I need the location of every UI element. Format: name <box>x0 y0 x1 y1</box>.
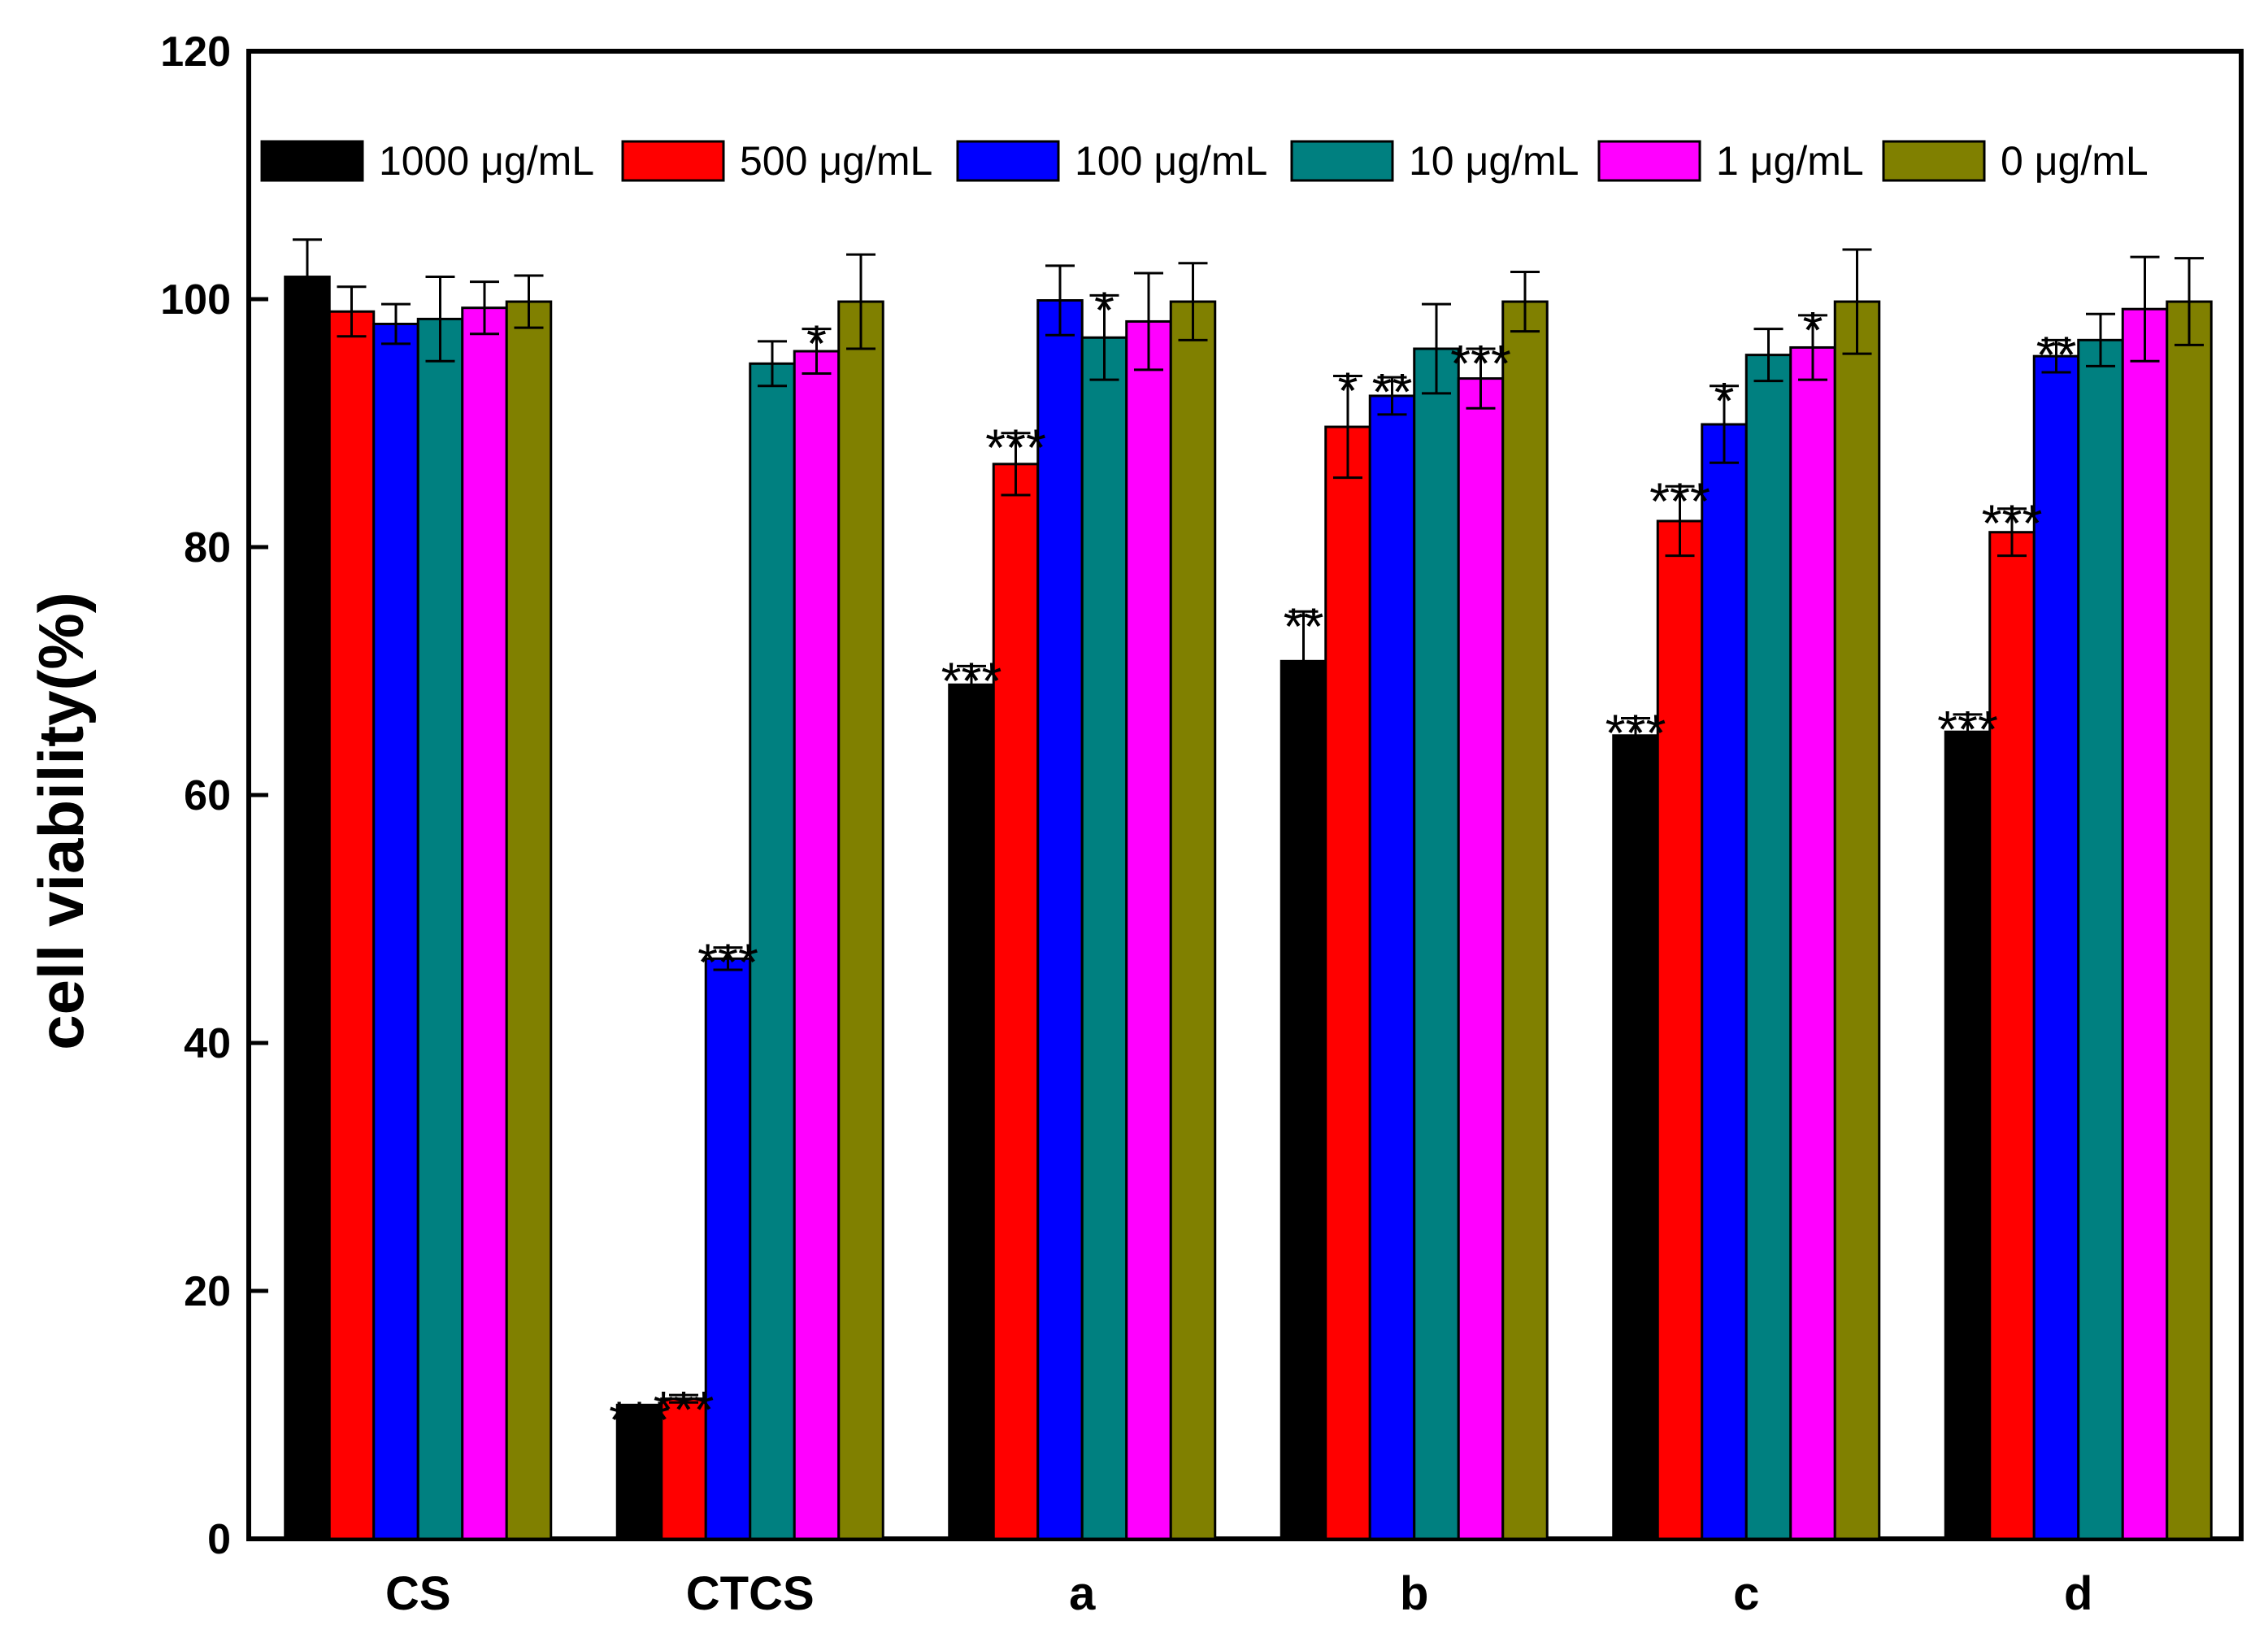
bar <box>1656 519 1704 1540</box>
x-category-label: CTCS <box>686 1567 815 1620</box>
bar <box>1080 336 1128 1540</box>
y-axis-title: cell viability(%) <box>25 592 97 1050</box>
significance-marker: ** <box>1372 363 1413 421</box>
bar <box>1988 531 2036 1540</box>
bar <box>1744 354 1792 1540</box>
bars <box>284 276 2213 1540</box>
significance-marker: *** <box>985 419 1046 477</box>
y-tick-label: 100 <box>160 276 231 324</box>
bar <box>1833 300 1881 1540</box>
legend-swatch <box>1882 140 1986 182</box>
legend-swatch <box>1290 140 1394 182</box>
bar <box>328 310 376 1540</box>
bar <box>372 323 419 1540</box>
bar <box>416 317 464 1540</box>
legend-label: 1000 μg/mL <box>379 138 594 184</box>
bar <box>948 683 995 1540</box>
significance-marker: *** <box>1649 471 1710 530</box>
y-tick-label: 40 <box>184 1020 231 1067</box>
x-category-label: c <box>1733 1567 1759 1620</box>
significance-marker: ** <box>1284 597 1324 655</box>
legend-swatch <box>260 140 364 182</box>
bar <box>992 463 1040 1540</box>
significance-marker: *** <box>697 933 758 992</box>
bar <box>1701 423 1748 1540</box>
legend-swatch <box>621 140 725 182</box>
legend-label: 100 μg/mL <box>1075 138 1267 184</box>
bar <box>1125 319 1172 1540</box>
significance-marker: *** <box>654 1380 715 1439</box>
significance-marker: *** <box>1605 703 1666 762</box>
significance-marker: * <box>806 315 827 373</box>
bar <box>1324 425 1371 1540</box>
bar <box>1036 299 1084 1540</box>
legend-swatch <box>1597 140 1701 182</box>
significance-marker: * <box>1714 371 1735 430</box>
bar <box>2121 307 2169 1540</box>
significance-marker: ** <box>2036 325 2077 384</box>
bar <box>1368 394 1416 1540</box>
significance-marker: * <box>1803 301 1823 359</box>
legend: 1000 μg/mL 500 μg/mL 100 μg/mL 10 μg/mL 1 μg… <box>260 138 2149 184</box>
significance-marker: *** <box>1982 494 2043 553</box>
bar <box>1457 377 1505 1540</box>
significance-marker: *** <box>941 651 1002 710</box>
significance-marker: * <box>1338 362 1358 420</box>
x-category-label: CS <box>385 1567 451 1620</box>
error-bars <box>293 238 2204 1404</box>
y-tick-label: 60 <box>184 772 231 819</box>
bar <box>2077 338 2124 1540</box>
bar <box>1280 659 1327 1540</box>
legend-label: 500 μg/mL <box>740 138 932 184</box>
bar <box>793 350 841 1540</box>
bar <box>749 362 796 1540</box>
legend-label: 0 μg/mL <box>2001 138 2149 184</box>
bar <box>1944 730 1992 1540</box>
significance-marker: *** <box>609 1390 670 1449</box>
bar <box>615 1403 663 1540</box>
legend-label: 1 μg/mL <box>1716 138 1864 184</box>
x-category-label: a <box>1069 1567 1096 1620</box>
bar <box>1612 734 1659 1540</box>
y-tick-label: 80 <box>184 524 231 571</box>
x-category-label: b <box>1400 1567 1428 1620</box>
bar <box>2166 300 2213 1540</box>
x-axis: CS CTCS a b c d <box>385 1567 2093 1620</box>
significance-marker: *** <box>1450 334 1511 393</box>
bar <box>1169 300 1217 1540</box>
significance-markers: ******************** ** ******************… <box>609 280 2076 1449</box>
bar <box>461 306 508 1540</box>
significance-marker: * <box>1094 280 1114 339</box>
y-axis: 0 20 40 60 80 100 120 <box>160 28 268 1563</box>
significance-marker: *** <box>1937 700 1998 758</box>
y-tick-label: 120 <box>160 28 231 76</box>
bar <box>1413 347 1460 1540</box>
bar <box>704 957 752 1540</box>
x-category-label: d <box>2064 1567 2092 1620</box>
bar <box>284 276 331 1540</box>
bar <box>505 300 553 1540</box>
bar <box>1789 345 1836 1540</box>
bar <box>837 300 884 1540</box>
legend-label: 10 μg/mL <box>1409 138 1579 184</box>
y-tick-label: 20 <box>184 1268 231 1315</box>
y-tick-label: 0 <box>207 1516 231 1563</box>
legend-swatch <box>956 140 1060 182</box>
bar <box>1501 300 1549 1540</box>
